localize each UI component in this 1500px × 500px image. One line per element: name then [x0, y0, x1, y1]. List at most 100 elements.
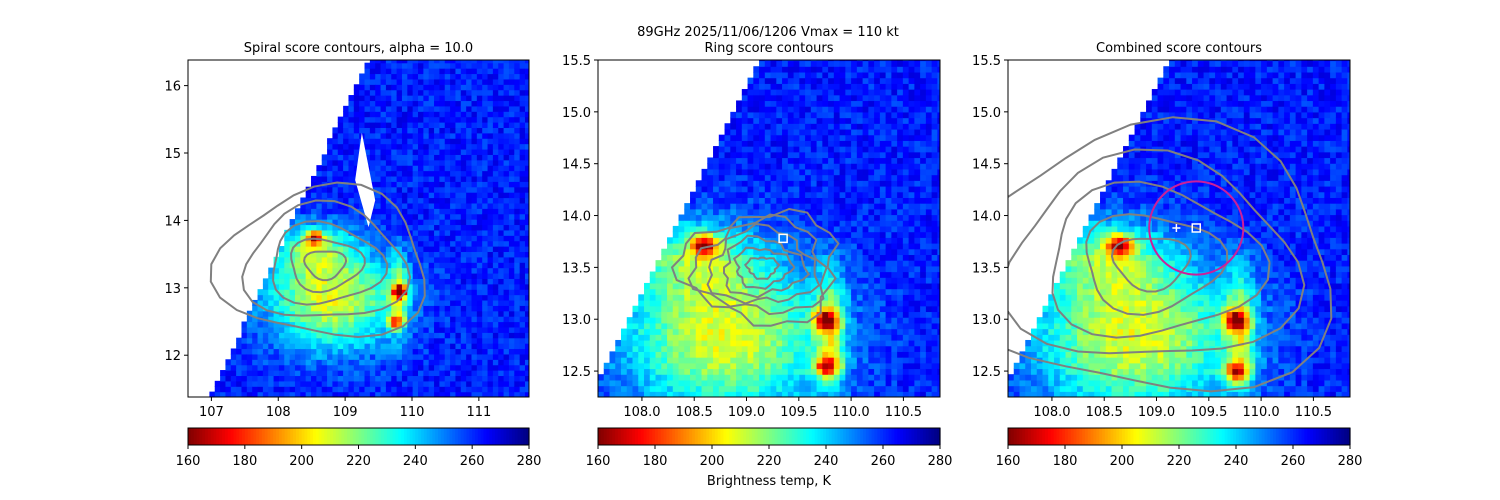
heatmap-cell [289, 278, 296, 285]
heatmap-cell [466, 111, 473, 118]
heatmap-cell [460, 229, 467, 236]
heatmap-cell [327, 343, 334, 350]
heatmap-cell [289, 294, 296, 301]
heatmap-cell [236, 343, 243, 350]
heatmap-cell [695, 362, 703, 370]
heatmap-cell [471, 375, 478, 382]
heatmap-cell [401, 100, 408, 107]
heatmap-cell [246, 337, 253, 344]
heatmap-cell [862, 305, 869, 313]
heatmap-cell [385, 310, 392, 317]
heatmap-cell [672, 339, 680, 347]
heatmap-cell [508, 391, 515, 397]
heatmap-cell [868, 117, 875, 124]
heatmap-cell [845, 345, 852, 352]
heatmap-cell [684, 203, 691, 210]
heatmap-cell [487, 326, 494, 333]
heatmap-cell [439, 353, 446, 360]
heatmap-cell [868, 311, 875, 318]
heatmap-cell [862, 271, 869, 278]
heatmap-cell [337, 359, 344, 366]
heatmap-cell [741, 163, 749, 170]
heatmap-cell [508, 343, 515, 350]
heatmap-cell [380, 391, 387, 397]
heatmap-cell [348, 111, 355, 118]
heatmap-cell [862, 362, 869, 370]
heatmap-cell [316, 213, 323, 220]
heatmap-cell [407, 122, 414, 128]
heatmap-cell [718, 345, 726, 352]
heatmap-cell [833, 328, 841, 335]
heatmap-cell [747, 111, 754, 119]
heatmap-cell [439, 186, 446, 193]
heatmap-cell [649, 311, 657, 318]
heatmap-cell [337, 170, 344, 177]
heatmap-cell [471, 138, 478, 145]
heatmap-cell [730, 339, 737, 347]
heatmap-cell [343, 154, 350, 161]
heatmap-cell [672, 322, 680, 330]
heatmap-cell [833, 357, 841, 364]
heatmap-cell [353, 326, 360, 333]
heatmap-cell [839, 174, 846, 181]
heatmap-cell [805, 89, 812, 96]
heatmap-cell [439, 321, 446, 328]
heatmap-cell [684, 277, 691, 284]
heatmap-cell [434, 62, 440, 69]
heatmap-cell [816, 357, 823, 364]
heatmap-cell [375, 62, 382, 69]
heatmap-cell [375, 262, 382, 269]
heatmap-cell [759, 368, 766, 375]
heatmap-cell [524, 343, 529, 350]
heatmap-cell [385, 337, 392, 344]
heatmap-cell [385, 84, 392, 91]
heatmap-cell [332, 294, 339, 301]
heatmap-cell [423, 224, 430, 231]
heatmap-cell [524, 326, 529, 333]
heatmap-cell [418, 370, 424, 377]
heatmap-cell [375, 95, 382, 102]
heatmap-cell [423, 299, 430, 306]
heatmap-cell [799, 180, 806, 187]
heatmap-cell [327, 186, 334, 193]
heatmap-cell [359, 208, 366, 215]
heatmap-cell [724, 191, 731, 198]
heatmap-cell [385, 68, 392, 75]
heatmap-cell [753, 339, 760, 347]
heatmap-cell [268, 353, 275, 360]
heatmap-cell [246, 359, 253, 366]
heatmap-cell [359, 272, 366, 279]
heatmap-cell [423, 60, 430, 64]
heatmap-cell [311, 332, 317, 339]
heatmap-cell [736, 305, 743, 313]
heatmap-cell [450, 186, 457, 193]
heatmap-cell [672, 271, 680, 278]
heatmap-cell [268, 283, 275, 290]
heatmap-cell [845, 220, 852, 227]
heatmap-cell [868, 140, 875, 147]
heatmap-cell [423, 337, 430, 344]
heatmap-cell [375, 116, 382, 123]
heatmap-cell [396, 68, 403, 75]
heatmap-cell [874, 157, 881, 164]
heatmap-cell [776, 357, 783, 364]
heatmap-cell [332, 343, 339, 350]
heatmap-cell [359, 95, 366, 102]
heatmap-cell [498, 181, 505, 188]
heatmap-cell [839, 106, 846, 113]
heatmap-cell [359, 213, 366, 220]
heatmap-cell [391, 192, 398, 199]
heatmap-cell [519, 283, 526, 290]
heatmap-cell [805, 300, 812, 307]
heatmap-cell [466, 386, 473, 393]
heatmap-cell [799, 191, 806, 198]
heatmap-cell [380, 310, 387, 317]
heatmap-cell [805, 106, 812, 113]
heatmap-cell [214, 386, 221, 393]
heatmap-cell [672, 282, 680, 290]
heatmap-cell [508, 267, 515, 274]
heatmap-cell [305, 197, 312, 204]
heatmap-cell [851, 391, 858, 397]
heatmap-cell [428, 116, 435, 123]
heatmap-cell [508, 283, 515, 290]
